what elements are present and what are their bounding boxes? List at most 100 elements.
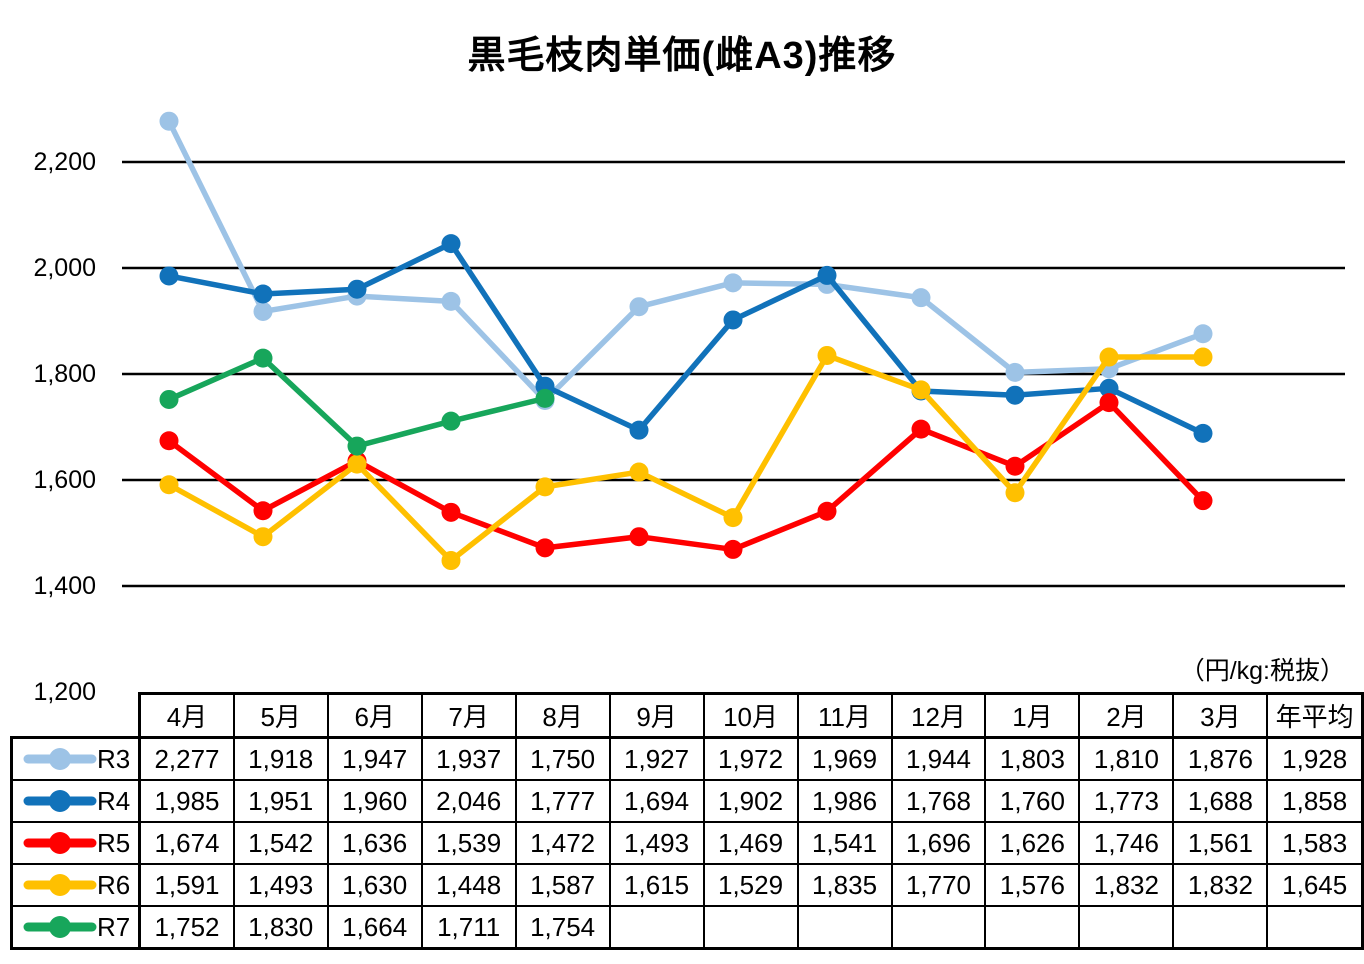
value-cell [984,905,1081,950]
data-point-R6 [629,462,649,482]
data-point-R6 [253,527,273,547]
table-row-R3: R3 2,277 1,918 1,947 1,937 1,750 1,927 1,972 1,9… [9,736,1364,781]
data-point-R4 [1193,423,1213,443]
column-header-month: 2月 [1078,692,1175,739]
value-cell: 1,969 [796,736,893,781]
legend-item-R4: R4 [9,779,142,823]
value-cell: 1,493 [608,821,705,865]
data-point-R6 [1193,347,1213,367]
value-cell: 1,944 [890,736,987,781]
value-cell: 1,960 [326,779,423,823]
value-cell: 1,591 [138,863,235,907]
table-row-R6: R6 1,591 1,493 1,630 1,448 1,587 1,615 1,529 1,8… [9,863,1364,907]
data-point-R6 [441,551,461,571]
column-header-month: 10月 [702,692,799,739]
legend-item-R5: R5 [9,821,142,865]
value-cell: 2,046 [420,779,517,823]
y-axis-tick-label: 1,400 [33,572,96,600]
value-cell: 1,951 [232,779,329,823]
average-value-cell: 1,645 [1266,863,1364,907]
column-header-month: 11月 [796,692,893,739]
data-point-R3 [1005,362,1025,382]
value-cell: 1,773 [1078,779,1175,823]
legend-label: R3 [97,743,131,774]
legend-label: R6 [97,869,131,900]
value-cell: 1,630 [326,863,423,907]
data-point-R6 [817,345,837,365]
data-point-R6 [1005,483,1025,503]
y-axis-tick-label: 1,600 [33,466,96,494]
value-cell [1172,905,1269,950]
data-point-R3 [1193,324,1213,344]
data-point-R4 [347,279,367,299]
value-cell: 1,947 [326,736,423,781]
value-cell: 1,985 [138,779,235,823]
value-cell: 1,493 [232,863,329,907]
value-cell: 1,529 [702,863,799,907]
value-cell: 1,927 [608,736,705,781]
value-cell: 1,542 [232,821,329,865]
value-cell: 1,810 [1078,736,1175,781]
value-cell: 1,777 [514,779,611,823]
table-corner-blank [12,694,140,738]
data-table: 4月 5月 6月 7月 8月 9月 10月 11月 12月 1月 2月 3月 年平均 R3 2,277 1,… [9,692,1364,950]
legend-marker-R6-icon [23,874,97,896]
data-point-R5 [1005,456,1025,476]
value-cell: 1,760 [984,779,1081,823]
table-row-R4: R4 1,985 1,951 1,960 2,046 1,777 1,694 1,902 1,9… [9,779,1364,823]
y-axis-tick-label: 1,200 [33,678,96,706]
table-row-R5: R5 1,674 1,542 1,636 1,539 1,472 1,493 1,469 1,5… [9,821,1364,865]
value-cell [1078,905,1175,950]
data-point-R7 [253,348,273,368]
data-point-R7 [159,389,179,409]
value-cell [702,905,799,950]
column-header-month: 1月 [984,692,1081,739]
value-cell: 1,636 [326,821,423,865]
average-value-cell [1266,905,1364,950]
value-cell: 1,746 [1078,821,1175,865]
legend-item-R3: R3 [9,736,142,781]
average-value-cell: 1,583 [1266,821,1364,865]
data-point-R3 [441,291,461,311]
value-cell: 1,615 [608,863,705,907]
value-cell: 1,972 [702,736,799,781]
value-cell: 1,768 [890,779,987,823]
y-axis-tick-label: 2,000 [33,254,96,282]
chart-title: 黒毛枝肉単価(雌A3)推移 [467,35,897,77]
column-header-month: 5月 [232,692,329,739]
data-point-R5 [1099,393,1119,413]
data-point-R5 [159,431,179,451]
value-cell [796,905,893,950]
average-value-cell: 1,928 [1266,736,1364,781]
value-cell: 1,832 [1172,863,1269,907]
column-header-month: 6月 [326,692,423,739]
data-point-R6 [347,454,367,474]
data-point-R4 [629,420,649,440]
value-cell: 1,469 [702,821,799,865]
value-cell: 1,664 [326,905,423,950]
legend-marker-R3-icon [23,748,97,770]
column-header-month: 8月 [514,692,611,739]
value-cell: 1,694 [608,779,705,823]
value-cell: 1,803 [984,736,1081,781]
value-cell: 1,830 [232,905,329,950]
data-point-R4 [1099,378,1119,398]
value-cell: 1,750 [514,736,611,781]
value-cell [890,905,987,950]
value-cell: 1,688 [1172,779,1269,823]
legend-label: R7 [97,911,131,942]
table-header-row: 4月 5月 6月 7月 8月 9月 10月 11月 12月 1月 2月 3月 年平均 [12,692,1364,739]
legend-marker-R7-icon [23,916,97,938]
data-point-R6 [1099,347,1119,367]
value-cell: 1,711 [420,905,517,950]
value-cell [608,905,705,950]
data-point-R5 [441,502,461,522]
data-point-R4 [253,284,273,304]
value-cell: 1,696 [890,821,987,865]
value-cell: 1,541 [796,821,893,865]
data-point-R6 [911,380,931,400]
data-point-R5 [911,419,931,439]
data-point-R5 [817,501,837,521]
